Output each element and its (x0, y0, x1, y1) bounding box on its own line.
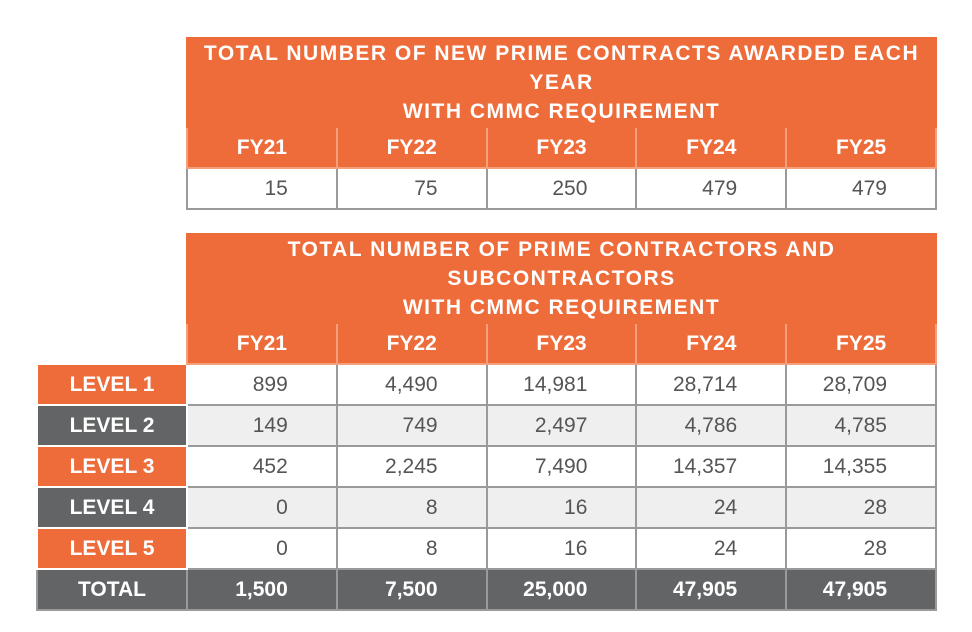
value-cell: 149 (186, 404, 338, 447)
blank-cell (37, 323, 187, 364)
value-cell: 14,355 (785, 445, 937, 488)
value-cell: 28 (785, 486, 937, 529)
table-title: TOTAL NUMBER OF PRIME CONTRACTORS AND SU… (186, 233, 937, 324)
title-line-1: TOTAL NUMBER OF NEW PRIME CONTRACTS AWAR… (203, 42, 920, 94)
column-header: FY25 (785, 322, 937, 365)
value-cell: 8 (335, 486, 488, 529)
value-cell: 7,490 (485, 445, 638, 488)
value-cell: 14,981 (485, 363, 638, 406)
header-row: FY21 FY22 FY23 FY24 FY25 (186, 126, 937, 169)
row-label: LEVEL 1 (36, 363, 188, 406)
total-row: TOTAL 1,500 7,500 25,000 47,905 47,905 (36, 568, 937, 611)
table-row: LEVEL 2 149 749 2,497 4,786 4,785 (36, 404, 937, 447)
column-header: FY23 (485, 322, 638, 365)
value-cell: 4,786 (635, 404, 788, 447)
row-label: LEVEL 4 (36, 486, 188, 529)
title-line-2: WITH CMMC REQUIREMENT (402, 100, 721, 123)
title-line-2: WITH CMMC REQUIREMENT (402, 296, 721, 319)
value-cell: 24 (635, 527, 788, 570)
total-cell: 7,500 (335, 568, 488, 611)
column-header: FY23 (485, 126, 638, 169)
value-cell: 28,709 (785, 363, 937, 406)
value-cell: 4,490 (335, 363, 488, 406)
value-cell: 15 (186, 167, 338, 210)
value-cell: 899 (186, 363, 338, 406)
value-cell: 16 (485, 527, 638, 570)
total-cell: 47,905 (785, 568, 937, 611)
value-cell: 749 (335, 404, 488, 447)
table-row: 15 75 250 479 479 (186, 167, 937, 210)
blank-cell (37, 234, 187, 323)
total-cell: 1,500 (186, 568, 338, 611)
column-header: FY22 (335, 126, 488, 169)
value-cell: 2,245 (335, 445, 488, 488)
value-cell: 28 (785, 527, 937, 570)
column-header: FY22 (335, 322, 488, 365)
value-cell: 16 (485, 486, 638, 529)
value-cell: 2,497 (485, 404, 638, 447)
total-cell: 25,000 (485, 568, 638, 611)
value-cell: 0 (186, 527, 338, 570)
table-row: LEVEL 1 899 4,490 14,981 28,714 28,709 (36, 363, 937, 406)
column-header: FY24 (635, 322, 788, 365)
value-cell: 75 (335, 167, 488, 210)
value-cell: 479 (635, 167, 788, 210)
column-header: FY25 (785, 126, 937, 169)
value-cell: 28,714 (635, 363, 788, 406)
row-label: LEVEL 2 (36, 404, 188, 447)
value-cell: 479 (785, 167, 937, 210)
value-cell: 0 (186, 486, 338, 529)
new-prime-contracts-table: TOTAL NUMBER OF NEW PRIME CONTRACTS AWAR… (186, 37, 937, 210)
row-label: LEVEL 3 (36, 445, 188, 488)
title-line-1: TOTAL NUMBER OF PRIME CONTRACTORS AND SU… (287, 238, 836, 290)
value-cell: 24 (635, 486, 788, 529)
value-cell: 4,785 (785, 404, 937, 447)
value-cell: 8 (335, 527, 488, 570)
prime-and-subcontractors-table: TOTAL NUMBER OF PRIME CONTRACTORS AND SU… (36, 233, 937, 611)
column-header: FY21 (186, 126, 338, 169)
row-label: TOTAL (36, 568, 188, 611)
table-title: TOTAL NUMBER OF NEW PRIME CONTRACTS AWAR… (186, 37, 937, 128)
table-row: LEVEL 5 0 8 16 24 28 (36, 527, 937, 570)
header-row: FY21 FY22 FY23 FY24 FY25 (37, 322, 937, 365)
table-row: LEVEL 4 0 8 16 24 28 (36, 486, 937, 529)
value-cell: 452 (186, 445, 338, 488)
row-label: LEVEL 5 (36, 527, 188, 570)
value-cell: 250 (485, 167, 638, 210)
column-header: FY21 (186, 322, 338, 365)
value-cell: 14,357 (635, 445, 788, 488)
column-header: FY24 (635, 126, 788, 169)
table-row: LEVEL 3 452 2,245 7,490 14,357 14,355 (36, 445, 937, 488)
total-cell: 47,905 (635, 568, 788, 611)
